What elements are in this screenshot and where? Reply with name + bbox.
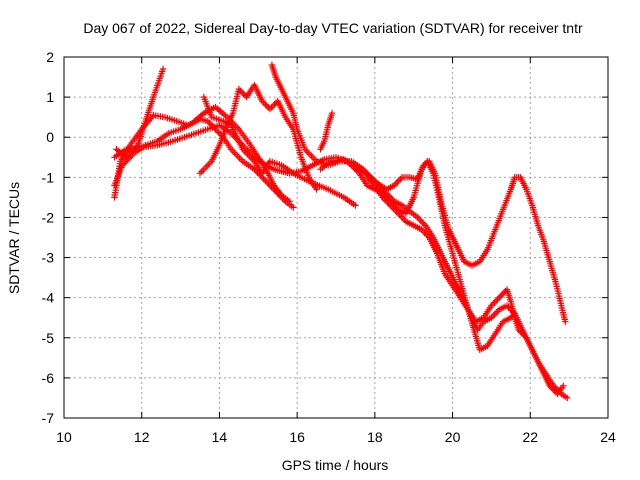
y-axis-label: SDTVAR / TECUs: [6, 182, 22, 294]
y-tick-label: -3: [42, 250, 55, 266]
series-track-7: [268, 61, 569, 325]
y-tick-label: -1: [42, 169, 55, 185]
y-tick-label: 1: [46, 89, 54, 105]
series-track-9: [363, 174, 567, 398]
series-track-2: [111, 112, 297, 211]
series-points: [111, 112, 297, 211]
series-points: [111, 122, 571, 402]
y-tick-label: -4: [42, 290, 55, 306]
x-tick-label: 18: [367, 429, 383, 445]
data-series: [111, 61, 571, 402]
series-points: [363, 174, 567, 398]
x-tick-label: 14: [212, 429, 228, 445]
y-tick-label: -2: [42, 209, 55, 225]
x-axis-label: GPS time / hours: [282, 457, 389, 473]
chart-title: Day 067 of 2022, Sidereal Day-to-day VTE…: [83, 20, 583, 36]
y-tick-label: -6: [42, 370, 55, 386]
x-tick-label: 20: [445, 429, 461, 445]
series-track-8: [317, 156, 518, 353]
y-tick-label: 0: [46, 129, 54, 145]
series-points: [200, 93, 359, 209]
series-points: [317, 156, 518, 353]
series-track-10: [317, 110, 336, 153]
y-tick-label: -7: [42, 410, 55, 426]
x-tick-label: 22: [522, 429, 538, 445]
series-track-4: [111, 122, 571, 402]
x-tick-label: 24: [600, 429, 616, 445]
x-tick-label: 10: [56, 429, 72, 445]
x-tick-label: 16: [289, 429, 305, 445]
series-track-6: [200, 93, 359, 209]
series-points: [268, 61, 569, 325]
series-points: [317, 110, 336, 153]
plot-frame: [63, 56, 609, 419]
y-tick-label: 2: [46, 49, 54, 65]
y-tick-label: -5: [42, 330, 55, 346]
grid-lines: [64, 57, 608, 418]
x-tick-label: 12: [134, 429, 150, 445]
